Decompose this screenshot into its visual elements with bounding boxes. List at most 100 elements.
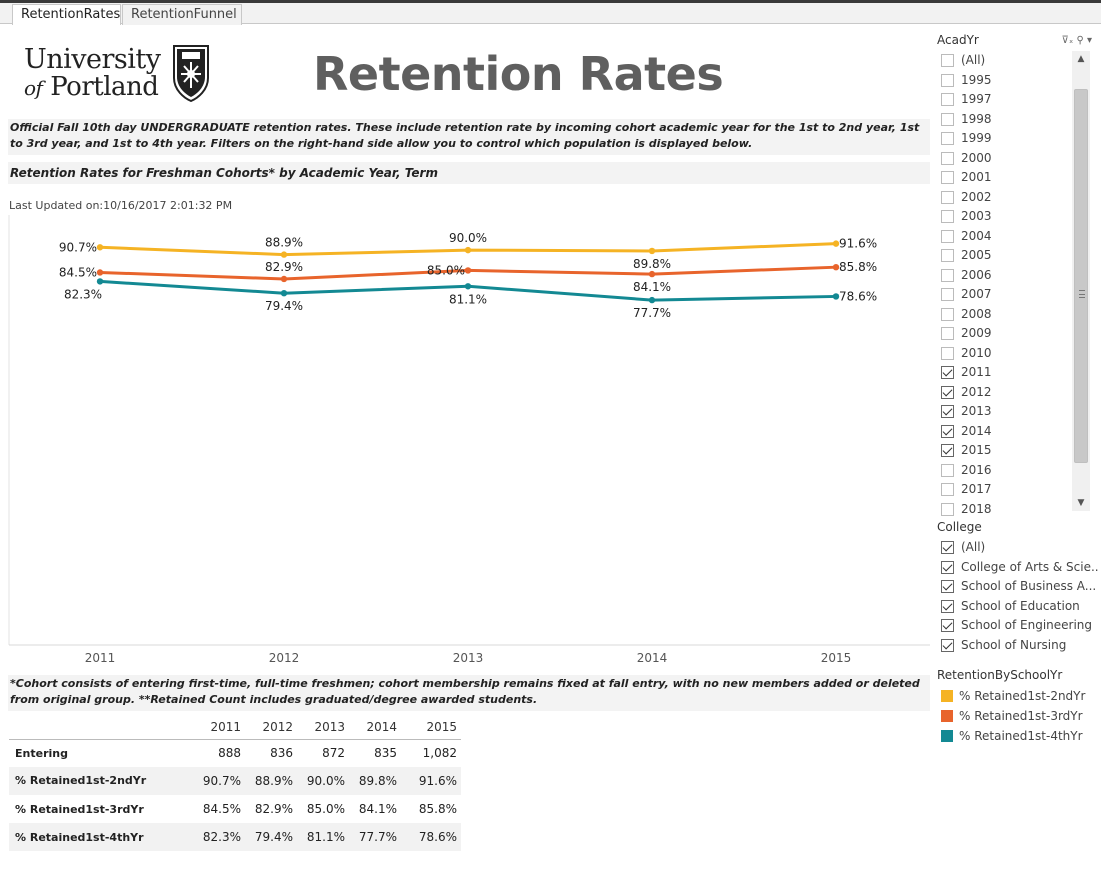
data-point[interactable] <box>464 267 472 274</box>
checkbox[interactable] <box>941 463 954 477</box>
legend-item[interactable]: % Retained1st-3rdYr <box>937 706 1097 726</box>
acadyr-item[interactable]: 1998 <box>939 110 1071 130</box>
tab-retention-rates[interactable]: RetentionRates <box>12 4 121 25</box>
acadyr-item[interactable]: 2002 <box>939 188 1071 208</box>
checkbox[interactable] <box>941 190 954 204</box>
acadyr-item[interactable]: 2015 <box>939 441 1071 461</box>
data-point[interactable] <box>280 275 288 283</box>
chevron-down-icon[interactable]: ▾ <box>1086 35 1092 46</box>
checkbox[interactable] <box>941 346 954 360</box>
data-point[interactable] <box>832 263 840 271</box>
legend-item-label: % Retained1st-2ndYr <box>959 689 1086 703</box>
acadyr-item[interactable]: 2004 <box>939 227 1071 247</box>
checkbox[interactable] <box>941 73 954 87</box>
acadyr-item[interactable]: (All) <box>939 51 1071 71</box>
acadyr-scrollbar[interactable]: ▲ ▼ <box>1072 51 1090 511</box>
checkbox[interactable] <box>941 93 954 106</box>
checkbox[interactable] <box>941 424 954 438</box>
checkbox[interactable] <box>941 619 954 632</box>
college-item[interactable]: School of Nursing <box>939 636 1099 656</box>
table-cell: 79.4% <box>245 823 297 851</box>
acadyr-item[interactable]: 2010 <box>939 344 1071 364</box>
acadyr-item[interactable]: 2017 <box>939 480 1071 500</box>
checkbox[interactable] <box>941 229 954 243</box>
checkbox[interactable] <box>941 599 954 613</box>
checkbox[interactable] <box>941 560 954 574</box>
checkbox[interactable] <box>941 249 954 262</box>
checkbox[interactable] <box>941 210 954 223</box>
acadyr-item[interactable]: 2000 <box>939 149 1071 169</box>
checkbox[interactable] <box>941 307 954 321</box>
scrollbar-thumb[interactable] <box>1074 89 1088 463</box>
search-icon[interactable]: ⚲ <box>1076 35 1084 46</box>
checkbox[interactable] <box>941 483 954 496</box>
checkbox[interactable] <box>941 171 954 184</box>
description-text: Official Fall 10th day UNDERGRADUATE ret… <box>8 119 930 155</box>
checkbox[interactable] <box>941 580 954 593</box>
data-point[interactable] <box>648 270 656 278</box>
footnote-text: *Cohort consists of entering first-time,… <box>8 675 930 711</box>
data-point[interactable] <box>96 278 104 285</box>
acadyr-item[interactable]: 2014 <box>939 422 1071 442</box>
checkbox[interactable] <box>941 385 954 399</box>
college-item[interactable]: (All) <box>939 538 1099 558</box>
checkbox[interactable] <box>941 151 954 165</box>
acadyr-item[interactable]: 2007 <box>939 285 1071 305</box>
checkbox[interactable] <box>941 288 954 301</box>
scroll-up-arrow-icon[interactable]: ▲ <box>1077 54 1085 64</box>
checkbox[interactable] <box>941 366 954 379</box>
logo-university-text: University <box>24 44 161 75</box>
acadyr-item[interactable]: 2012 <box>939 383 1071 403</box>
checkbox[interactable] <box>941 327 954 340</box>
data-point[interactable] <box>648 296 656 304</box>
acadyr-item[interactable]: 2005 <box>939 246 1071 266</box>
checkbox[interactable] <box>941 405 954 418</box>
data-point[interactable] <box>96 244 104 251</box>
table-col-header: 2012 <box>245 715 297 740</box>
legend-item[interactable]: % Retained1st-2ndYr <box>937 686 1097 706</box>
acadyr-item[interactable]: 2008 <box>939 305 1071 325</box>
checkbox[interactable] <box>941 541 954 554</box>
data-point[interactable] <box>464 246 472 254</box>
acadyr-item[interactable]: 1999 <box>939 129 1071 149</box>
acadyr-item-label: 1998 <box>961 111 992 126</box>
scroll-down-arrow-icon[interactable]: ▼ <box>1077 498 1085 508</box>
acadyr-item-label: 2016 <box>961 462 992 477</box>
acadyr-item[interactable]: 2006 <box>939 266 1071 286</box>
acadyr-item[interactable]: 2013 <box>939 402 1071 422</box>
acadyr-item[interactable]: 2016 <box>939 461 1071 481</box>
checkbox[interactable] <box>941 54 954 67</box>
acadyr-item-label: 1997 <box>961 92 992 106</box>
checkbox[interactable] <box>941 502 954 516</box>
college-item[interactable]: School of Engineering <box>939 616 1099 636</box>
clear-filter-icon[interactable]: ⊽ₓ <box>1061 35 1074 46</box>
data-point[interactable] <box>464 283 472 290</box>
checkbox[interactable] <box>941 132 954 145</box>
acadyr-item[interactable]: 2018 <box>939 500 1071 520</box>
acadyr-item[interactable]: 2011 <box>939 363 1071 383</box>
acadyr-item[interactable]: 2003 <box>939 207 1071 227</box>
data-point[interactable] <box>280 289 288 297</box>
data-point[interactable] <box>648 247 656 255</box>
college-item[interactable]: School of Education <box>939 597 1099 617</box>
data-label: 79.4% <box>265 299 303 313</box>
checkbox[interactable] <box>941 638 954 652</box>
acadyr-item[interactable]: 2009 <box>939 324 1071 344</box>
checkbox[interactable] <box>941 444 954 457</box>
tab-retention-funnel[interactable]: RetentionFunnel <box>122 4 242 25</box>
data-point[interactable] <box>832 293 840 300</box>
legend-item-label: % Retained1st-3rdYr <box>959 709 1083 723</box>
acadyr-item[interactable]: 1997 <box>939 90 1071 110</box>
data-point[interactable] <box>96 269 104 276</box>
acadyr-item[interactable]: 2001 <box>939 168 1071 188</box>
acadyr-item[interactable]: 1995 <box>939 71 1071 91</box>
college-item[interactable]: School of Business A... <box>939 577 1099 597</box>
data-point[interactable] <box>832 240 840 247</box>
table-cell: 836 <box>270 746 293 761</box>
checkbox[interactable] <box>941 268 954 282</box>
college-item[interactable]: College of Arts & Scie... <box>939 558 1099 578</box>
table-cell: 82.9% <box>254 802 293 817</box>
checkbox[interactable] <box>941 112 954 126</box>
data-point[interactable] <box>280 251 288 258</box>
legend-item[interactable]: % Retained1st-4thYr <box>937 726 1097 746</box>
